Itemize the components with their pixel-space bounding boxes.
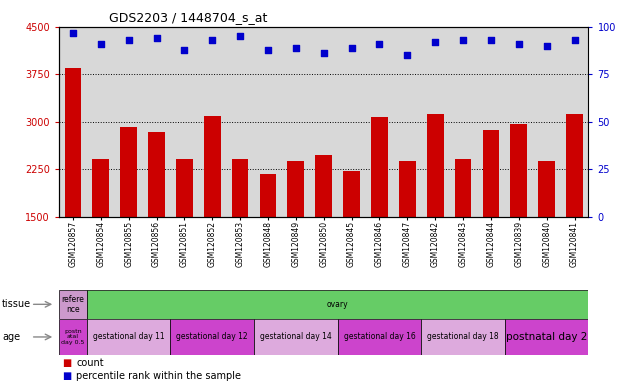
Point xyxy=(513,41,524,47)
Bar xyxy=(287,161,304,312)
Point xyxy=(402,52,412,58)
Text: gestational day 14: gestational day 14 xyxy=(260,333,331,341)
Point xyxy=(569,37,579,43)
Text: tissue: tissue xyxy=(2,299,31,310)
Text: ovary: ovary xyxy=(327,300,349,309)
Point xyxy=(542,43,552,49)
Point xyxy=(207,37,217,43)
Text: percentile rank within the sample: percentile rank within the sample xyxy=(76,371,241,381)
Text: ■: ■ xyxy=(62,371,71,381)
Bar xyxy=(483,130,499,312)
Point xyxy=(124,37,134,43)
Point xyxy=(346,45,356,51)
Bar xyxy=(59,319,87,355)
Text: gestational day 16: gestational day 16 xyxy=(344,333,415,341)
Point xyxy=(68,30,78,36)
Point xyxy=(235,33,246,40)
Text: count: count xyxy=(76,358,104,368)
Bar xyxy=(171,319,254,355)
Bar xyxy=(371,118,388,312)
Bar xyxy=(538,161,555,312)
Point xyxy=(263,46,273,53)
Bar xyxy=(454,159,471,312)
Bar xyxy=(65,68,81,312)
Bar xyxy=(399,161,415,312)
Text: postn
atal
day 0.5: postn atal day 0.5 xyxy=(62,329,85,345)
Bar xyxy=(121,127,137,312)
Text: age: age xyxy=(2,332,20,342)
Text: gestational day 12: gestational day 12 xyxy=(176,333,248,341)
Bar xyxy=(260,174,276,312)
Point xyxy=(374,41,385,47)
Bar xyxy=(338,319,421,355)
Point xyxy=(486,37,496,43)
Point xyxy=(458,37,468,43)
Bar xyxy=(427,114,444,312)
Text: gestational day 18: gestational day 18 xyxy=(427,333,499,341)
Bar xyxy=(59,290,87,319)
Text: postnatal day 2: postnatal day 2 xyxy=(506,332,587,342)
Bar xyxy=(87,319,171,355)
Bar xyxy=(254,319,338,355)
Bar xyxy=(343,171,360,312)
Point xyxy=(291,45,301,51)
Point xyxy=(319,50,329,56)
Point xyxy=(430,39,440,45)
Bar xyxy=(566,114,583,312)
Bar xyxy=(232,159,249,312)
Bar xyxy=(510,124,527,312)
Bar xyxy=(315,155,332,312)
Bar xyxy=(148,132,165,312)
Text: gestational day 11: gestational day 11 xyxy=(93,333,165,341)
Point xyxy=(96,41,106,47)
Text: GDS2203 / 1448704_s_at: GDS2203 / 1448704_s_at xyxy=(109,12,267,25)
Text: ■: ■ xyxy=(62,358,71,368)
Bar xyxy=(176,159,193,312)
Point xyxy=(179,46,190,53)
Bar xyxy=(505,319,588,355)
Point xyxy=(151,35,162,41)
Bar xyxy=(204,116,221,312)
Bar xyxy=(92,159,109,312)
Text: refere
nce: refere nce xyxy=(62,295,85,314)
Bar xyxy=(421,319,505,355)
